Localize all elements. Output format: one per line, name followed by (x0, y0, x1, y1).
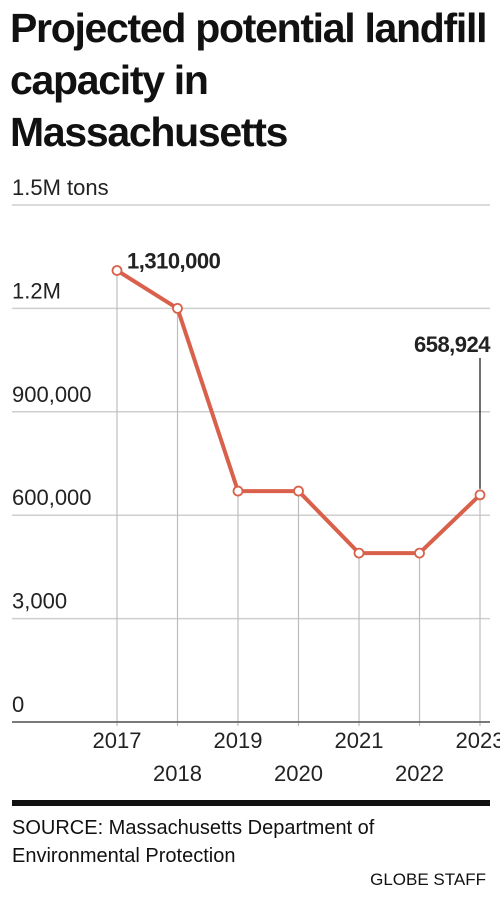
data-label: 1,310,000 (127, 248, 221, 273)
x-tick-label: 2020 (274, 761, 323, 786)
x-tick-label: 2021 (335, 728, 384, 753)
data-point (172, 302, 183, 314)
y-tick-label: 1.5M tons (12, 175, 109, 200)
x-tick-label: 2017 (93, 728, 142, 753)
data-point (293, 485, 304, 497)
data-point (414, 547, 425, 559)
source: SOURCE: Massachusetts Department of Envi… (12, 817, 375, 867)
credit: GLOBE STAFF (370, 870, 486, 889)
y-tick-label: 0 (12, 692, 24, 717)
x-tick-label: 2023 (456, 728, 500, 753)
x-tick-label: 2022 (395, 761, 444, 786)
divider (12, 800, 490, 806)
x-tick-label: 2019 (214, 728, 263, 753)
data-point (232, 485, 244, 497)
data-point (353, 547, 365, 559)
data-point (111, 265, 123, 276)
data-point (474, 489, 486, 501)
x-tick-label: 2018 (153, 761, 202, 786)
y-tick-label: 1.2M (12, 278, 61, 303)
y-tick-label: 600,000 (12, 485, 92, 510)
data-label: 658,924 (414, 332, 491, 357)
y-tick-label: 3,000 (12, 589, 67, 614)
chart-title: Projected potential landfill capacity in… (10, 5, 487, 155)
y-tick-label: 900,000 (12, 382, 92, 407)
